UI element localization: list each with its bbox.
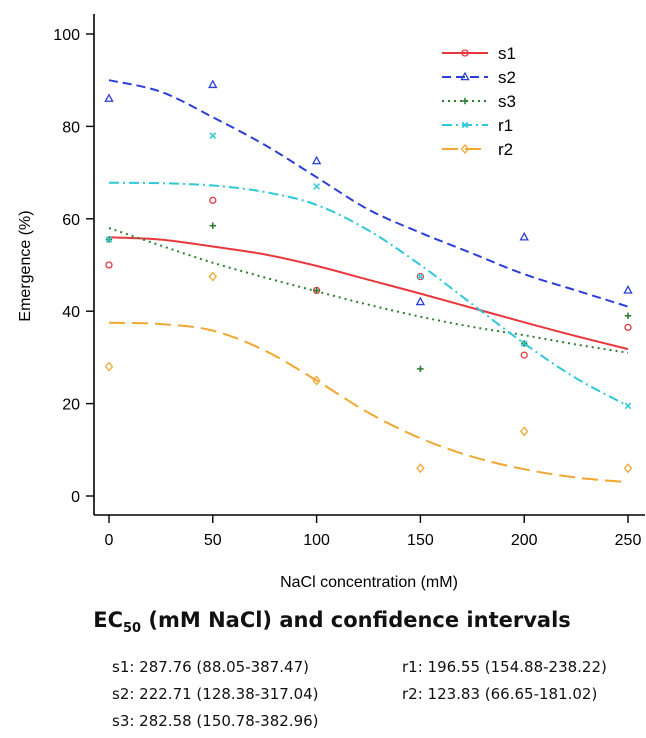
legend-label-s3: s3: [498, 92, 516, 111]
x-tick-label: 50: [204, 532, 222, 549]
x-tick-label: 0: [105, 532, 114, 549]
fitted-curve-r1: [108, 181, 629, 407]
x-axis-title: NaCl concentration (mM): [280, 574, 458, 591]
data-point-r2: [519, 426, 529, 437]
data-point-r2: [312, 375, 321, 386]
y-tick-label: 60: [62, 212, 80, 229]
ec50-entry-r1: r1: 196.55 (154.88-238.22): [402, 658, 607, 677]
ec50-entry-s1: s1: 287.76 (88.05-387.47): [112, 658, 309, 677]
data-point-s3: [417, 365, 424, 373]
fitted-curve-r2: [108, 321, 629, 484]
data-point-r2: [623, 463, 633, 474]
y-tick-label: 100: [53, 27, 80, 44]
fitted-curve-s2: [108, 79, 629, 308]
fitted-curve-s3: [108, 227, 629, 354]
legend: s1 s2 s3 r1 r2: [442, 44, 516, 159]
x-tick-label: 250: [615, 532, 642, 549]
data-point-r2: [104, 361, 114, 372]
fitted-curves: [108, 79, 629, 484]
data-point-s1: [624, 323, 632, 332]
x-tick-label: 150: [407, 532, 434, 549]
y-tick-label: 0: [71, 489, 80, 506]
data-point-s2: [311, 155, 322, 165]
legend-label-s2: s2: [498, 68, 516, 87]
legend-marker-s2: [460, 71, 470, 81]
ec50-list: s1: 287.76 (88.05-387.47) s2: 222.71 (12…: [0, 658, 646, 738]
y-tick-label: 40: [62, 304, 80, 321]
ec50-entry-s2: s2: 222.71 (128.38-317.04): [112, 685, 319, 704]
data-point-r2: [208, 271, 218, 282]
y-axis-title: Emergence (%): [17, 210, 34, 321]
legend-marker-r2: [460, 143, 470, 155]
data-point-s3: [313, 287, 320, 294]
data-point-r1: [417, 273, 424, 280]
data-point-s2: [623, 285, 633, 294]
legend-label-r1: r1: [498, 116, 513, 135]
data-points: [104, 79, 633, 474]
y-tick-label: 20: [62, 397, 80, 414]
ec50-entry-r2: r2: 123.83 (66.65-181.02): [402, 685, 598, 704]
data-point-s2: [208, 79, 218, 89]
data-point-s2: [519, 231, 529, 241]
y-tick-label: 80: [62, 119, 80, 136]
emergence-chart: 0 50 100 150 200 250 0 20 40 60 80 100 s1 s2 s3 r1 r2 N…: [17, 14, 645, 591]
legend-label-s1: s1: [498, 44, 516, 63]
data-point-r1: [520, 340, 528, 347]
ec50-section: EC50 (mM NaCl) and confidence intervals …: [0, 608, 646, 738]
data-point-s2: [104, 93, 114, 102]
data-point-r1: [313, 183, 320, 190]
data-point-r1: [624, 402, 632, 410]
data-point-s1: [105, 261, 113, 269]
legend-marker-r1: [461, 121, 469, 129]
data-point-s2: [415, 296, 426, 306]
axes: 0 50 100 150 200 250 0 20 40 60 80 100: [53, 14, 645, 549]
legend-marker-s3: [461, 97, 469, 105]
legend-marker-s1: [461, 49, 469, 57]
x-tick-label: 100: [303, 532, 330, 549]
legend-label-r2: r2: [498, 140, 513, 159]
data-point-s1: [209, 196, 217, 204]
data-point-r1: [105, 236, 113, 243]
data-point-s3: [624, 312, 632, 320]
data-point-s1: [416, 272, 425, 281]
x-tick-label: 200: [511, 532, 538, 549]
data-point-s1: [520, 351, 528, 359]
fitted-curve-s1: [108, 236, 629, 351]
data-point-s3: [209, 222, 216, 229]
data-point-r2: [416, 463, 425, 474]
ec50-entry-s3: s3: 282.58 (150.78-382.96): [112, 712, 319, 731]
ec50-title: EC50 (mM NaCl) and confidence intervals: [93, 608, 571, 637]
data-point-r1: [209, 132, 217, 139]
